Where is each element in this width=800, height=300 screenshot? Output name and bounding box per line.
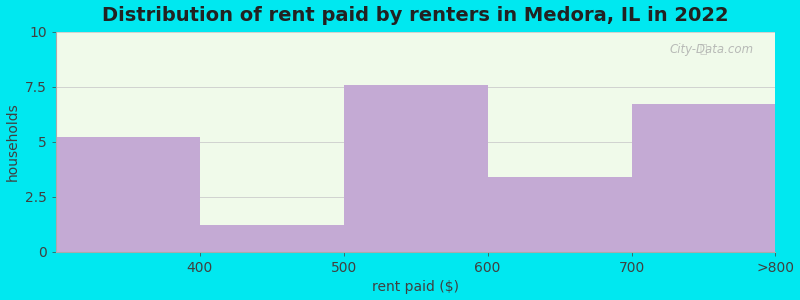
Bar — [56, 137, 200, 252]
Bar — [631, 104, 775, 252]
Text: ⦿: ⦿ — [699, 43, 707, 56]
Y-axis label: households: households — [6, 102, 19, 181]
X-axis label: rent paid ($): rent paid ($) — [372, 280, 459, 294]
Title: Distribution of rent paid by renters in Medora, IL in 2022: Distribution of rent paid by renters in … — [102, 6, 729, 25]
Bar — [344, 85, 488, 252]
Text: City-Data.com: City-Data.com — [670, 43, 754, 56]
Bar — [488, 177, 631, 252]
Bar — [200, 225, 344, 252]
